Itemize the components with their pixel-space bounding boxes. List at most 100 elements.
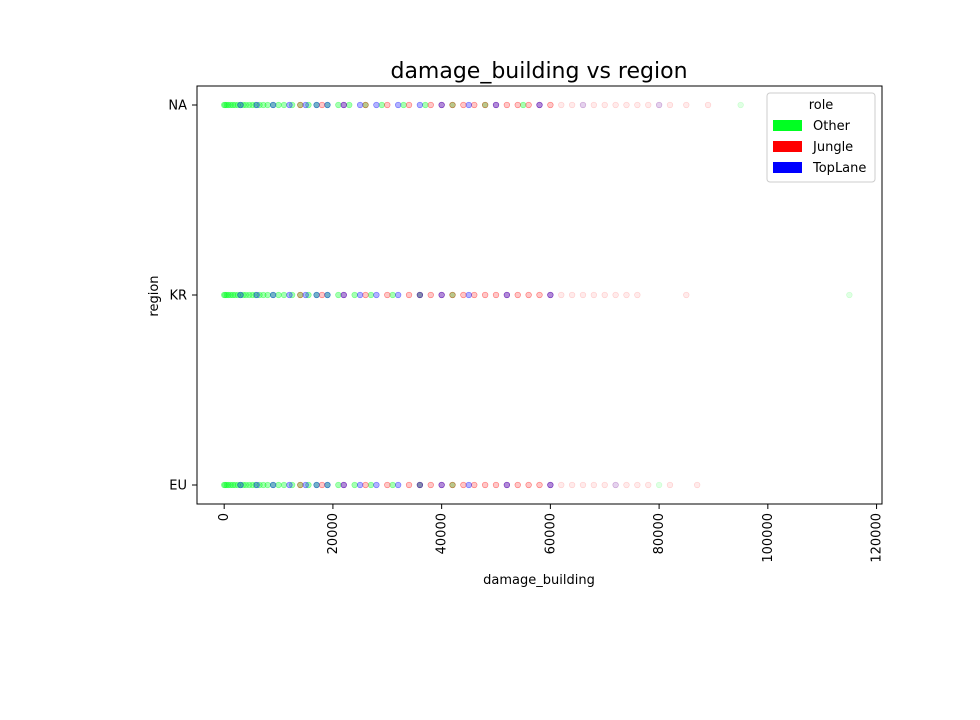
point-other [351,481,358,489]
point-toplane [237,481,244,489]
point-toplane [270,101,277,109]
point-jungle [623,481,630,489]
point-jungle [536,481,543,489]
point-other [227,101,234,109]
y-tick-label: NA [168,99,187,114]
point-toplane [373,101,380,109]
point-toplane [356,291,364,299]
point-other [246,481,253,489]
point-toplane [416,481,423,489]
data-points [221,101,853,489]
point-other [227,291,234,299]
point-jungle [318,291,326,299]
point-other [260,291,267,299]
point-toplane [536,101,543,109]
point-other [249,101,256,109]
point-jungle [536,291,543,299]
legend: role Other Jungle TopLane [766,92,876,183]
point-jungle [405,291,413,299]
point-other [422,101,429,109]
point-jungle [569,101,576,109]
point-toplane [324,481,331,489]
point-jungle [666,481,674,489]
point-toplane [465,291,472,299]
point-other [335,481,342,489]
point-other [264,481,271,489]
point-toplane [356,481,364,489]
point-other [227,481,234,489]
point-jungle [601,481,608,489]
point-jungle [514,291,521,299]
point-other [737,101,744,109]
point-jungle [427,291,434,299]
point-jungle [384,291,391,299]
point-other [249,481,256,489]
point-jungle [558,291,565,299]
y-axis-label: region [147,275,162,316]
point-jungle [645,481,652,489]
point-toplane [438,481,445,489]
point-jungle [704,101,712,109]
point-toplane [416,101,423,109]
point-jungle [525,101,532,109]
legend-label-jungle: Jungle [812,140,853,155]
point-toplane [438,291,445,299]
point-toplane [286,481,293,489]
point-jungle [612,101,619,109]
point-other [280,291,288,299]
point-toplane [324,291,331,299]
point-other [367,291,375,299]
point-jungle [579,101,587,109]
point-jungle [601,291,608,299]
point-other [275,481,282,489]
point-toplane [395,291,402,299]
point-jungle [427,481,434,489]
point-jungle [460,101,467,109]
point-other [260,481,267,489]
legend-swatch-other [773,120,802,131]
point-jungle [514,101,521,109]
point-jungle [656,101,663,109]
point-jungle [297,101,304,109]
point-toplane [547,481,554,489]
point-jungle [569,291,576,299]
point-toplane [465,101,472,109]
plot-area [196,85,883,505]
legend-swatch-toplane [773,162,802,173]
point-jungle [694,481,701,489]
point-toplane [313,481,320,489]
point-toplane [253,101,260,109]
point-toplane [324,101,331,109]
point-jungle [514,481,521,489]
point-other [246,291,253,299]
point-toplane [302,101,309,109]
point-jungle [683,101,690,109]
x-axis: 0 20000 40000 60000 80000 100000 120000 [217,504,885,563]
x-tick-label: 0 [217,513,232,521]
point-jungle [471,291,478,299]
point-jungle [634,291,641,299]
point-toplane [656,101,663,109]
point-jungle [634,101,641,109]
y-tick-label: KR [169,289,187,304]
point-toplane [286,101,293,109]
legend-label-toplane: TopLane [812,161,866,176]
point-jungle [492,291,500,299]
point-other [280,481,288,489]
point-toplane [612,481,619,489]
point-jungle [482,101,489,109]
point-toplane [237,291,244,299]
point-jungle [492,481,500,489]
point-other [225,291,232,299]
point-toplane [356,101,364,109]
point-other [225,101,232,109]
point-jungle [645,101,652,109]
point-other [249,291,256,299]
point-toplane [503,481,510,489]
point-other [389,481,396,489]
legend-swatch-jungle [773,141,802,152]
point-other [846,291,853,299]
point-jungle [579,291,587,299]
point-jungle [449,481,456,489]
